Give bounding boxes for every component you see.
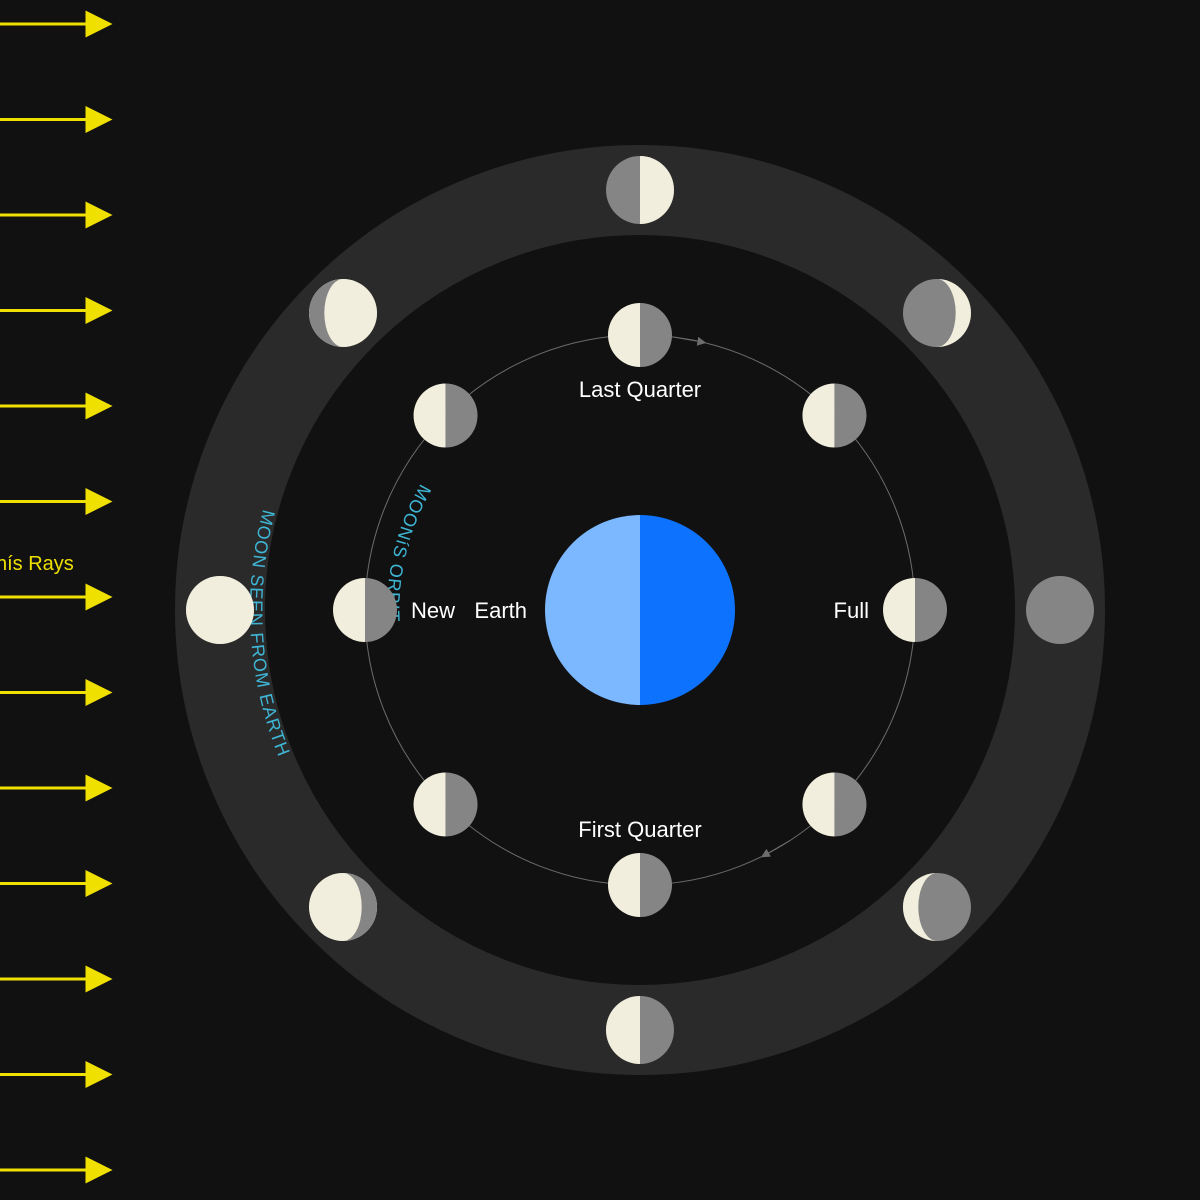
phase-label-first: First Quarter [578, 817, 701, 842]
phase-first-quarter [606, 156, 674, 224]
orbit-arrow [765, 841, 790, 855]
phase-full [186, 576, 254, 644]
phase-label-last: Last Quarter [579, 377, 701, 402]
orbit-moon [414, 384, 478, 448]
orbit-moon [802, 772, 866, 836]
orbit-moon [333, 578, 397, 642]
orbit-moon [414, 772, 478, 836]
orbit-moon [802, 384, 866, 448]
phase-waxing-gibbous [309, 279, 377, 347]
sun-rays [0, 24, 108, 1170]
phase-label-full: Full [834, 598, 869, 623]
orbit-moon [883, 578, 947, 642]
orbit-moon [608, 853, 672, 917]
phase-new [1026, 576, 1094, 644]
earth-label: Earth [474, 598, 527, 623]
phase-last-quarter [606, 996, 674, 1064]
phase-waning-gibbous [309, 873, 377, 941]
sun-rays-label: nís Rays [0, 553, 74, 575]
earth [545, 515, 735, 705]
orbit-moon [608, 303, 672, 367]
orbit-arrow [674, 337, 702, 342]
phase-waning-crescent [903, 873, 971, 941]
phase-waxing-crescent [903, 279, 971, 347]
phase-label-new: New [411, 598, 455, 623]
